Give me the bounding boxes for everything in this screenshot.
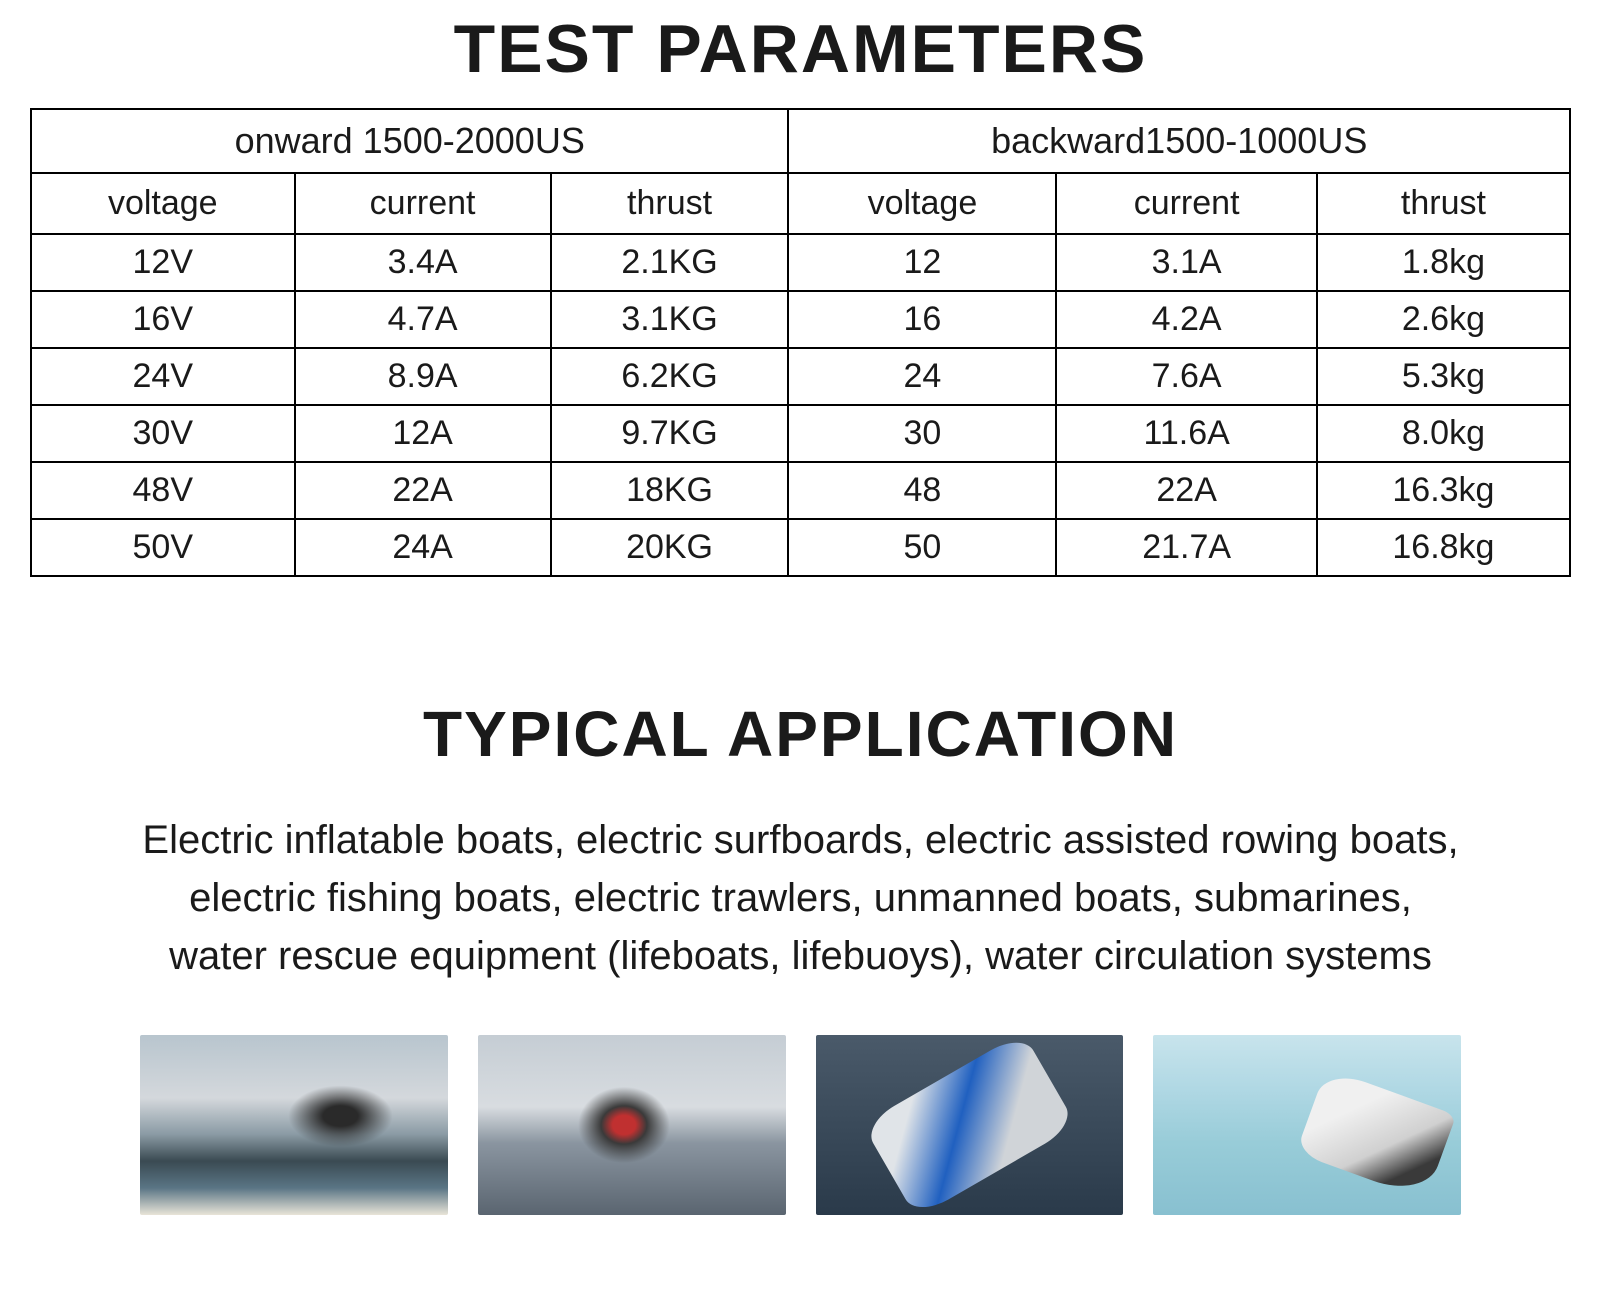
- backward-current-cell: 4.2A: [1056, 291, 1316, 348]
- onward-voltage-cell: 12V: [31, 234, 295, 291]
- backward-current-cell: 21.7A: [1056, 519, 1316, 576]
- onward-thrust-cell: 2.1KG: [551, 234, 789, 291]
- backward-thrust-header: thrust: [1317, 173, 1570, 234]
- onward-voltage-cell: 50V: [31, 519, 295, 576]
- backward-thrust-cell: 8.0kg: [1317, 405, 1570, 462]
- onward-current-cell: 22A: [295, 462, 551, 519]
- onward-voltage-cell: 48V: [31, 462, 295, 519]
- parameters-table: onward 1500-2000US backward1500-1000US v…: [30, 108, 1571, 577]
- onward-thrust-cell: 6.2KG: [551, 348, 789, 405]
- typical-application-title: TYPICAL APPLICATION: [30, 697, 1571, 771]
- backward-voltage-cell: 24: [788, 348, 1056, 405]
- backward-thrust-cell: 5.3kg: [1317, 348, 1570, 405]
- onward-voltage-header: voltage: [31, 173, 295, 234]
- onward-current-header: current: [295, 173, 551, 234]
- backward-thrust-cell: 16.3kg: [1317, 462, 1570, 519]
- white-boat-image: [1153, 1035, 1461, 1215]
- application-description: Electric inflatable boats, electric surf…: [141, 811, 1461, 985]
- backward-voltage-cell: 50: [788, 519, 1056, 576]
- onward-voltage-cell: 30V: [31, 405, 295, 462]
- onward-current-cell: 4.7A: [295, 291, 551, 348]
- inflatable-boat-image: [140, 1035, 448, 1215]
- backward-current-cell: 11.6A: [1056, 405, 1316, 462]
- backward-thrust-cell: 1.8kg: [1317, 234, 1570, 291]
- aerial-boat-image: [816, 1035, 1124, 1215]
- backward-thrust-cell: 2.6kg: [1317, 291, 1570, 348]
- onward-voltage-cell: 24V: [31, 348, 295, 405]
- onward-current-cell: 24A: [295, 519, 551, 576]
- onward-thrust-header: thrust: [551, 173, 789, 234]
- onward-current-cell: 3.4A: [295, 234, 551, 291]
- table-row: 48V22A18KG4822A16.3kg: [31, 462, 1570, 519]
- test-parameters-title: TEST PARAMETERS: [30, 10, 1571, 88]
- table-row: 50V24A20KG5021.7A16.8kg: [31, 519, 1570, 576]
- backward-voltage-cell: 12: [788, 234, 1056, 291]
- onward-current-cell: 8.9A: [295, 348, 551, 405]
- backward-current-cell: 3.1A: [1056, 234, 1316, 291]
- onward-thrust-cell: 20KG: [551, 519, 789, 576]
- table-column-header-row: voltage current thrust voltage current t…: [31, 173, 1570, 234]
- onward-thrust-cell: 3.1KG: [551, 291, 789, 348]
- onward-current-cell: 12A: [295, 405, 551, 462]
- onward-thrust-cell: 18KG: [551, 462, 789, 519]
- onward-thrust-cell: 9.7KG: [551, 405, 789, 462]
- backward-voltage-cell: 48: [788, 462, 1056, 519]
- application-images-row: [30, 1035, 1571, 1215]
- table-row: 12V3.4A2.1KG123.1A1.8kg: [31, 234, 1570, 291]
- backward-voltage-cell: 16: [788, 291, 1056, 348]
- backward-current-cell: 22A: [1056, 462, 1316, 519]
- backward-thrust-cell: 16.8kg: [1317, 519, 1570, 576]
- onward-group-header: onward 1500-2000US: [31, 109, 788, 173]
- table-row: 16V4.7A3.1KG164.2A2.6kg: [31, 291, 1570, 348]
- table-row: 30V12A9.7KG3011.6A8.0kg: [31, 405, 1570, 462]
- table-row: 24V8.9A6.2KG247.6A5.3kg: [31, 348, 1570, 405]
- table-group-header-row: onward 1500-2000US backward1500-1000US: [31, 109, 1570, 173]
- onward-voltage-cell: 16V: [31, 291, 295, 348]
- backward-current-header: current: [1056, 173, 1316, 234]
- backward-voltage-header: voltage: [788, 173, 1056, 234]
- surfboard-image: [478, 1035, 786, 1215]
- backward-current-cell: 7.6A: [1056, 348, 1316, 405]
- backward-voltage-cell: 30: [788, 405, 1056, 462]
- backward-group-header: backward1500-1000US: [788, 109, 1570, 173]
